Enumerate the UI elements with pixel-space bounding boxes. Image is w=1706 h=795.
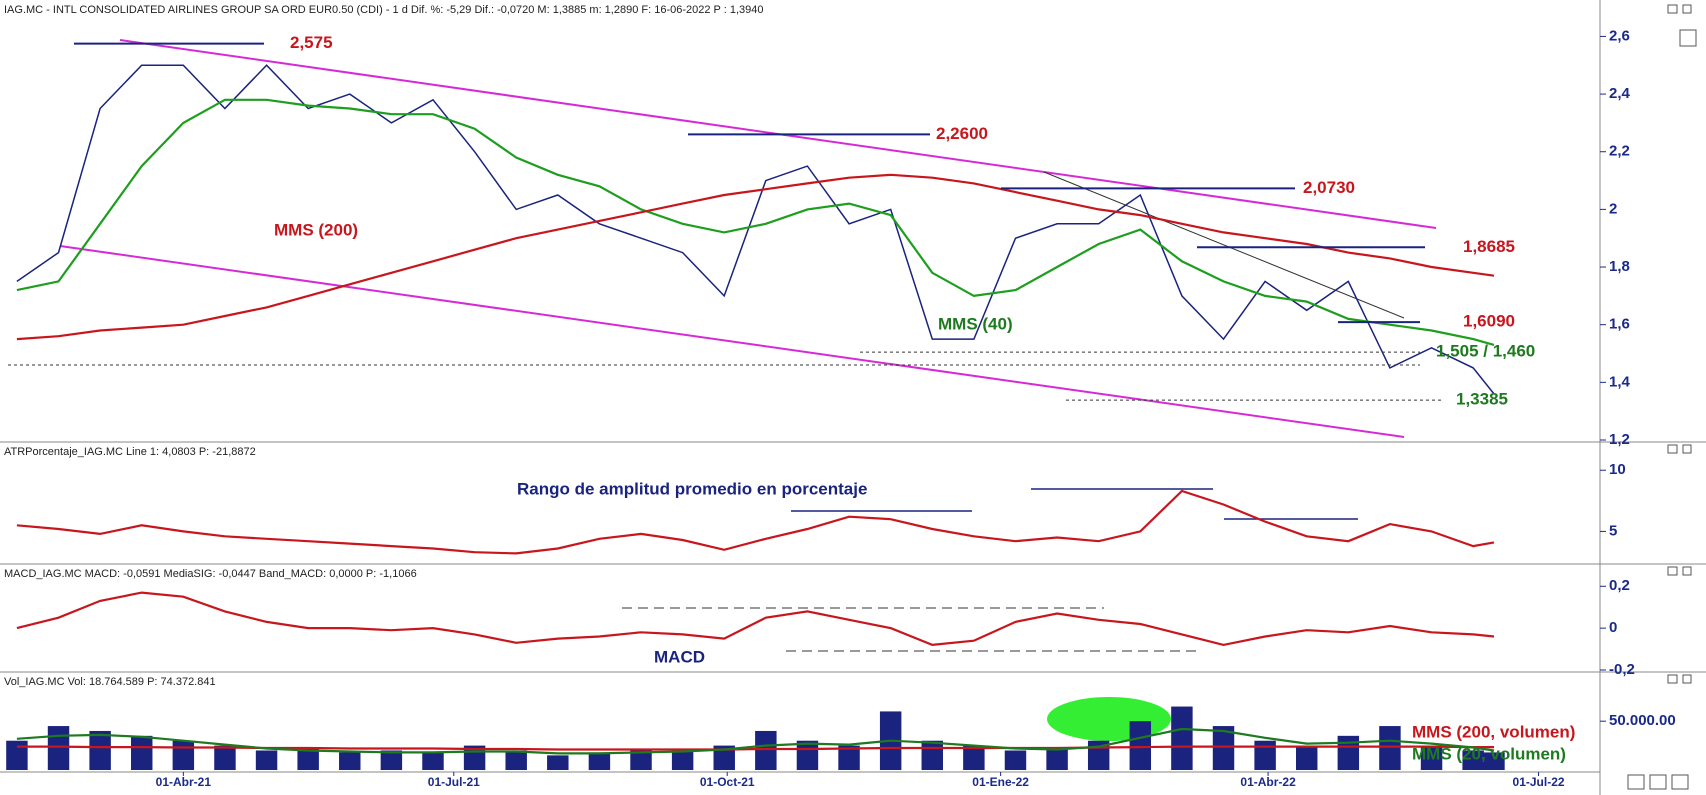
level-label: 1,6090 bbox=[1463, 312, 1515, 331]
x-tick-label: 01-Jul-22 bbox=[1513, 775, 1565, 789]
volume-bar bbox=[47, 726, 70, 770]
panel-header: Vol_IAG.MC Vol: 18.764.589 P: 74.372.841 bbox=[4, 676, 216, 688]
volume-bar bbox=[6, 740, 28, 770]
y-tick-label: 5 bbox=[1609, 522, 1617, 539]
volume-bar bbox=[1212, 726, 1235, 770]
x-tick-label: 01-Jul-21 bbox=[428, 775, 480, 789]
panel-header: MACD_IAG.MC MACD: -0,0591 MediaSIG: -0,0… bbox=[4, 568, 417, 580]
volume-bar bbox=[172, 740, 195, 770]
level-label: 1,8685 bbox=[1463, 237, 1515, 256]
y-tick-label: 1,6 bbox=[1609, 316, 1630, 333]
level-label: 2,0730 bbox=[1303, 178, 1355, 197]
annotation: MMS (200) bbox=[274, 220, 358, 239]
y-tick-label: 0 bbox=[1609, 619, 1617, 636]
trend-line bbox=[1043, 171, 1405, 319]
volume-bar bbox=[963, 745, 985, 770]
y-tick-label: 10 bbox=[1609, 461, 1626, 478]
volume-bar bbox=[1296, 745, 1318, 770]
volume-bar bbox=[755, 730, 777, 770]
series-line bbox=[16, 64, 1495, 395]
y-tick-label: 2,6 bbox=[1609, 27, 1630, 44]
y-tick-label: 50.000.00 bbox=[1609, 712, 1676, 729]
x-tick-label: 01-Abr-22 bbox=[1240, 775, 1296, 789]
panel-header: ATRPorcentaje_IAG.MC Line 1: 4,0803 P: -… bbox=[4, 446, 256, 458]
series-line bbox=[16, 489, 1495, 555]
volume-bar bbox=[547, 755, 569, 770]
panel-header: IAG.MC - INTL CONSOLIDATED AIRLINES GROU… bbox=[4, 4, 764, 16]
level-label: 1,505 / 1,460 bbox=[1436, 342, 1535, 361]
volume-bar bbox=[380, 750, 403, 770]
volume-bar bbox=[1337, 735, 1360, 770]
x-tick-label: 01-Oct-21 bbox=[700, 775, 755, 789]
y-tick-label: 1,8 bbox=[1609, 258, 1630, 275]
volume-bar bbox=[505, 750, 527, 770]
x-tick-label: 01-Ene-22 bbox=[972, 775, 1029, 789]
x-tick-label: 01-Abr-21 bbox=[156, 775, 212, 789]
level-label: 2,2600 bbox=[936, 124, 988, 143]
level-label: 1,3385 bbox=[1456, 390, 1508, 409]
volume-bar bbox=[671, 748, 694, 770]
series-line bbox=[16, 727, 1495, 755]
volume-bar bbox=[297, 748, 319, 770]
volume-bar bbox=[1462, 750, 1484, 770]
volume-bar bbox=[1004, 750, 1027, 770]
level-label: 2,575 bbox=[290, 33, 333, 52]
volume-bar bbox=[1046, 748, 1068, 770]
volume-bar bbox=[713, 745, 735, 770]
y-tick-label: 0,2 bbox=[1609, 577, 1630, 594]
annotation: Rango de amplitud promedio en porcentaje bbox=[517, 479, 867, 498]
y-tick-label: 2,2 bbox=[1609, 143, 1630, 160]
legend-entry: MMS (200, volumen) bbox=[1412, 722, 1575, 741]
y-tick-label: 1,2 bbox=[1609, 431, 1630, 448]
series-line bbox=[16, 173, 1495, 341]
volume-bar bbox=[1171, 706, 1193, 770]
volume-bar bbox=[422, 752, 444, 770]
window-controls[interactable] bbox=[1627, 4, 1697, 790]
volume-bar bbox=[796, 740, 819, 770]
volume-bar bbox=[630, 750, 652, 770]
volume-bar bbox=[1420, 745, 1443, 770]
volume-bar bbox=[339, 752, 361, 770]
annotation: MACD bbox=[654, 647, 705, 666]
legend-entry: MMS (20, volumen) bbox=[1412, 744, 1566, 763]
series-line bbox=[16, 98, 1495, 346]
volume-bar bbox=[214, 745, 236, 770]
annotation: MMS (40) bbox=[938, 314, 1013, 333]
y-tick-label: 2 bbox=[1609, 200, 1617, 217]
volume-bar bbox=[1129, 721, 1152, 770]
volume-bar bbox=[588, 752, 611, 770]
volume-bar bbox=[1483, 752, 1505, 770]
y-tick-label: -0,2 bbox=[1609, 661, 1635, 678]
channel-lower bbox=[59, 245, 1405, 438]
y-tick-label: 2,4 bbox=[1609, 85, 1631, 102]
y-tick-label: 1,4 bbox=[1609, 373, 1631, 390]
volume-bar bbox=[131, 735, 153, 770]
volume-bar bbox=[838, 745, 860, 770]
volume-bar bbox=[89, 730, 111, 770]
volume-bar bbox=[1379, 726, 1401, 770]
volume-bar bbox=[255, 750, 278, 770]
volume-bar bbox=[1254, 740, 1276, 770]
series-line bbox=[16, 591, 1495, 647]
volume-bar bbox=[921, 740, 943, 770]
